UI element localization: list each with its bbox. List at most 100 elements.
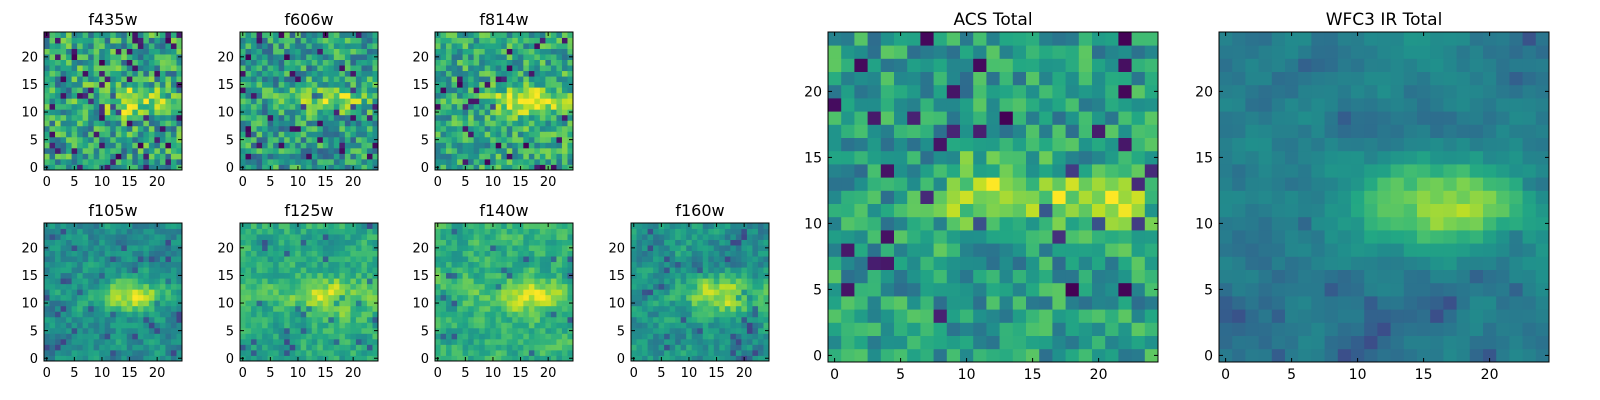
heatmap-cell [708, 223, 715, 229]
heatmap-cell [99, 327, 106, 334]
heatmap-cell [361, 289, 368, 296]
heatmap-cell [1131, 164, 1146, 178]
heatmap-cell [99, 239, 106, 246]
heatmap-cell [556, 327, 563, 334]
heatmap-cell [647, 289, 654, 296]
heatmap-cell [350, 54, 357, 60]
heatmap-cell [484, 32, 491, 38]
heatmap-cell [77, 289, 84, 296]
heatmap-cell [148, 300, 155, 307]
heatmap-cell [60, 322, 67, 329]
heatmap-cell [664, 234, 671, 240]
heatmap-cell [545, 76, 552, 83]
heatmap-cell [49, 300, 56, 307]
heatmap-cell [1039, 322, 1053, 336]
heatmap-cell [300, 59, 307, 66]
heatmap-cell [333, 158, 340, 165]
heatmap-cell [539, 54, 546, 60]
heatmap-cell [1118, 243, 1132, 257]
heatmap-cell [176, 87, 183, 94]
heatmap-cell [841, 216, 855, 231]
heatmap-cell [93, 272, 100, 279]
heatmap-cell [328, 87, 335, 94]
heatmap-cell [457, 267, 463, 274]
heatmap-cell [60, 344, 67, 351]
heatmap-cell [251, 120, 257, 127]
heatmap-cell [479, 164, 486, 171]
heatmap-cell [165, 164, 172, 171]
heatmap-cell [561, 153, 568, 160]
heatmap-cell [512, 37, 519, 44]
heatmap-cell [88, 322, 95, 329]
heatmap-cell [333, 98, 340, 105]
heatmap-cell [317, 267, 324, 274]
heatmap-cell [88, 250, 95, 257]
heatmap-cell [894, 190, 908, 204]
heatmap-cell [273, 131, 280, 138]
heatmap-cell [245, 272, 252, 279]
heatmap-cell [251, 311, 257, 318]
heatmap-cell [462, 322, 469, 329]
heatmap-cell [1092, 230, 1106, 244]
heatmap-cell [55, 272, 61, 279]
heatmap-cell [82, 300, 89, 307]
heatmap-cell [93, 256, 100, 263]
heatmap-cell [132, 98, 139, 105]
heatmap-cell [479, 142, 486, 149]
heatmap-cell [490, 59, 497, 66]
heatmap-cell [506, 65, 513, 72]
heatmap-cell [1052, 216, 1066, 231]
heatmap-cell [137, 228, 144, 235]
heatmap-cell [446, 349, 452, 356]
heatmap-cell [60, 131, 67, 138]
heatmap-cell [176, 142, 183, 149]
heatmap-cell [484, 153, 491, 160]
heatmap-cell [104, 294, 111, 301]
heatmap-cell [306, 32, 313, 38]
heatmap-cell [631, 294, 637, 301]
heatmap-cell [451, 294, 458, 301]
heatmap-cell [713, 272, 720, 279]
heatmap-cell [300, 131, 307, 138]
heatmap-cell [490, 114, 497, 121]
heatmap-cell [132, 131, 139, 138]
heatmap-cell [446, 125, 452, 132]
heatmap-cell [675, 311, 682, 318]
heatmap-cell [933, 269, 948, 284]
heatmap-cell [523, 311, 530, 318]
heatmap-cell [435, 305, 441, 312]
heatmap-cell [66, 322, 72, 329]
heatmap-cell [642, 239, 648, 246]
heatmap-cell [539, 98, 546, 105]
heatmap-cell [328, 272, 335, 279]
heatmap-cell [339, 355, 346, 362]
heatmap-cell [165, 311, 172, 318]
heatmap-cell [88, 305, 95, 312]
heatmap-cell [311, 65, 318, 72]
heatmap-cell [121, 256, 128, 263]
heatmap-cell [675, 338, 682, 345]
heatmap-cell [495, 267, 502, 274]
heatmap-cell [99, 81, 106, 88]
heatmap-cell [333, 338, 340, 345]
heatmap-cell [495, 158, 502, 165]
heatmap-cell [960, 282, 974, 297]
heatmap-cell [60, 37, 67, 44]
heatmap-cell [110, 120, 117, 127]
heatmap-cell [284, 305, 291, 312]
heatmap-cell [55, 322, 61, 329]
heatmap-cell [880, 216, 895, 231]
heatmap-cell [1012, 216, 1027, 231]
heatmap-cell [60, 327, 67, 334]
heatmap-cell [528, 349, 535, 356]
heatmap-cell [484, 239, 491, 246]
heatmap-cell [372, 239, 379, 246]
heatmap-cell [278, 92, 285, 99]
heatmap-cell [295, 245, 302, 251]
heatmap-cell [311, 228, 318, 235]
heatmap-cell [539, 256, 546, 263]
heatmap-cell [539, 316, 546, 323]
heatmap-cell [132, 87, 139, 94]
heatmap-cell [93, 327, 100, 334]
heatmap-cell [517, 92, 524, 99]
